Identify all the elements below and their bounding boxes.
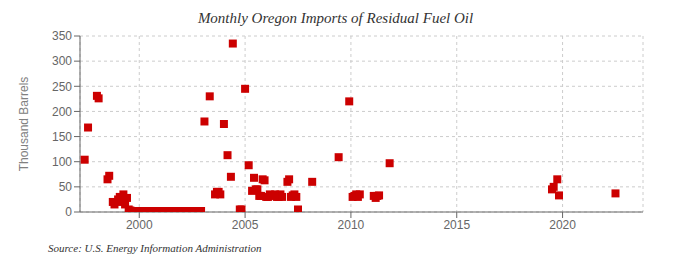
svg-text:250: 250: [52, 80, 72, 94]
svg-text:50: 50: [59, 180, 73, 194]
svg-text:350: 350: [52, 29, 72, 43]
svg-text:300: 300: [52, 54, 72, 68]
svg-text:150: 150: [52, 130, 72, 144]
html-text:Source: U.S. Energy Informatio: Source: U.S. Energy Information Administ…: [48, 242, 262, 254]
html-text:Monthly Oregon Imports of Resi: Monthly Oregon Imports of Residual Fuel …: [197, 10, 474, 26]
svg-text:100: 100: [52, 155, 72, 169]
svg-text:2005: 2005: [232, 218, 259, 232]
svg-text:200: 200: [52, 105, 72, 119]
svg-text:0: 0: [65, 205, 72, 219]
svg-text:Thousand Barrels: Thousand Barrels: [17, 77, 31, 172]
svg-text:2015: 2015: [443, 218, 470, 232]
svg-text:2000: 2000: [126, 218, 153, 232]
svg-text:2010: 2010: [338, 218, 365, 232]
svg-text:2020: 2020: [549, 218, 576, 232]
